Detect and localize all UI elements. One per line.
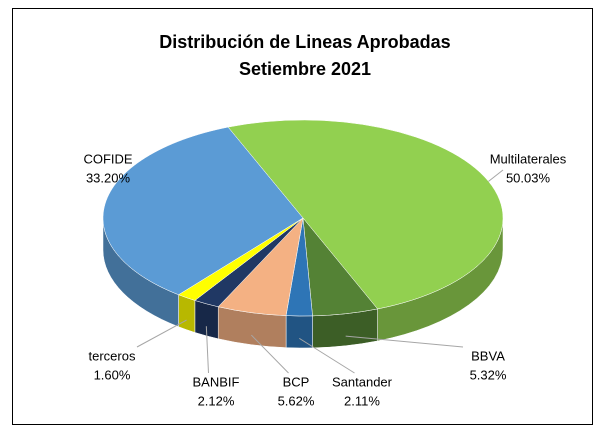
slice	[102, 126, 304, 295]
slice-value: 5.32%	[470, 367, 507, 382]
leader-line	[345, 335, 464, 348]
leader-line	[136, 319, 187, 348]
slice-label: BCP	[283, 374, 310, 389]
slice-side	[285, 315, 313, 349]
slice-label: Santander	[332, 374, 393, 389]
slice-label: Multilaterales	[490, 151, 567, 166]
slice-value: 5.62%	[278, 393, 315, 408]
slice-label: COFIDE	[83, 151, 132, 166]
chart-title: Distribución de Lineas Aprobadas	[159, 32, 450, 52]
leader-line	[488, 169, 504, 182]
leader-line	[299, 337, 355, 374]
leader-line	[205, 326, 209, 374]
slice-value: 50.03%	[506, 170, 551, 185]
slice-value: 33.20%	[86, 170, 131, 185]
slice-label: BBVA	[471, 348, 505, 363]
slice-value: 2.11%	[344, 393, 380, 408]
leader-line	[250, 334, 289, 374]
chart-subtitle: Setiembre 2021	[239, 59, 371, 79]
slice-value: 2.12%	[198, 393, 235, 408]
slice-label: BANBIF	[193, 374, 240, 389]
slice-label: terceros	[89, 348, 136, 363]
slice-side	[178, 294, 196, 333]
slice-value: 1.60%	[94, 367, 131, 382]
